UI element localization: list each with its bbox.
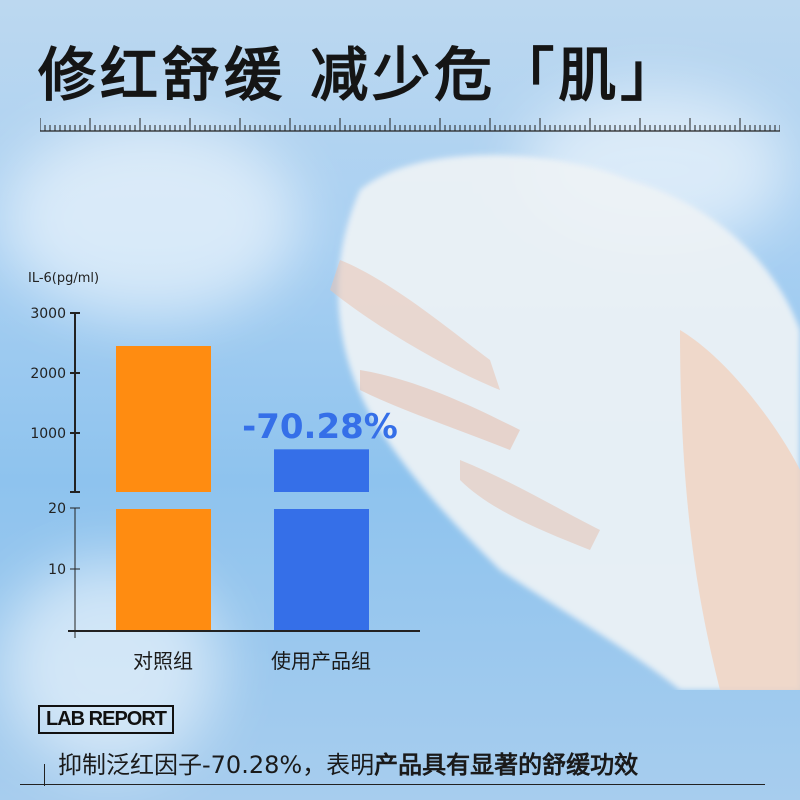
x-tick-label: 使用产品组 (271, 649, 371, 673)
reduction-annotation: -70.28% (242, 407, 398, 447)
bar-lower-0 (116, 509, 211, 630)
y-tick-label: 20 (48, 501, 66, 517)
summary-bold: 产品具有显著的舒缓功效 (374, 751, 639, 779)
divider (20, 784, 765, 785)
summary-text: 抑制泛红因子-70.28%，表明产品具有显著的舒缓功效 (58, 745, 638, 780)
y-tick-label: 10 (48, 562, 66, 578)
x-tick-label: 对照组 (133, 649, 193, 673)
bar-upper-0 (116, 346, 211, 492)
cloud (0, 120, 300, 320)
y-tick-label: 3000 (30, 306, 66, 322)
y-axis-label: IL-6(pg/ml) (28, 271, 99, 286)
divider (44, 764, 45, 786)
hand-with-mask-image (330, 155, 800, 690)
ruler-divider (40, 118, 780, 132)
page-title: 修红舒缓 减少危「肌」 (38, 41, 683, 109)
bar-upper-1 (274, 449, 369, 492)
lab-report-badge: LAB REPORT (38, 705, 174, 734)
il6-bar-chart: IL-6(pg/ml) 3000 2000 1000 20 10 对照组 使用产品组 -70.2… (28, 271, 420, 673)
y-tick-label: 2000 (30, 366, 66, 382)
bar-lower-1 (274, 509, 369, 630)
y-tick-label: 1000 (30, 426, 66, 442)
summary-normal: 抑制泛红因子-70.28%，表明 (58, 751, 375, 779)
